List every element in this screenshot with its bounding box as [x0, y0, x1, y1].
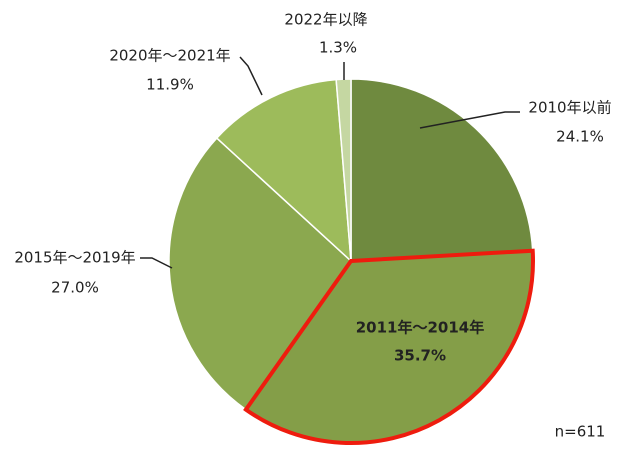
slice-label: 2015年～2019年 [14, 249, 135, 267]
pie-slice [215, 78, 352, 263]
note: n=611 [555, 423, 606, 441]
slice-value: 35.7% [394, 347, 446, 365]
slice-label: 2022年以降 [284, 11, 367, 29]
pie-slice [350, 78, 534, 262]
slice-value: 11.9% [146, 76, 194, 94]
slice-label: 2020年～2021年 [109, 47, 230, 65]
leader-line [140, 257, 173, 269]
slice-value: 27.0% [51, 279, 99, 297]
slice-value: 1.3% [319, 39, 357, 57]
leader-line [419, 111, 520, 129]
slice-value: 24.1% [556, 128, 604, 146]
pie-slice [168, 137, 352, 411]
highlight-outline [243, 248, 535, 445]
slice-label: 2010年以前 [528, 99, 611, 117]
leader-line [239, 56, 263, 96]
slice-label: 2011年～2014年 [356, 319, 485, 337]
